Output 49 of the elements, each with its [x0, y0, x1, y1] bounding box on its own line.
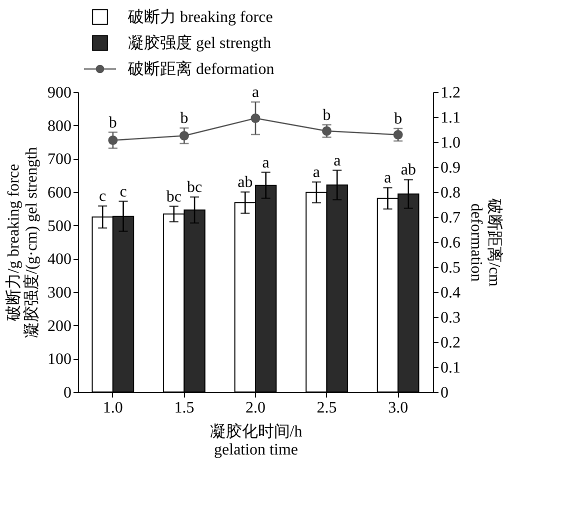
- x-tick-label: 1.5: [174, 400, 194, 416]
- data-label: a: [384, 170, 392, 187]
- data-label: c: [99, 188, 106, 205]
- y2-tick-label: 0.2: [440, 334, 460, 352]
- y-tick-label: 400: [48, 251, 72, 268]
- data-label: a: [252, 84, 260, 101]
- legend-label: 凝胶强度 gel strength: [128, 34, 272, 52]
- y-tick-label: 900: [48, 84, 72, 102]
- y-tick-label: 700: [48, 151, 72, 168]
- data-label: b: [180, 110, 188, 127]
- y-tick-label: 500: [48, 218, 72, 235]
- y2-tick-label: 0.7: [440, 210, 460, 226]
- y2-tick-label: 0.3: [440, 310, 460, 326]
- y-axis-title: 破断力/g breaking force 凝胶强度/(g·cm) gel strength: [4, 146, 40, 338]
- data-label: b: [108, 114, 117, 132]
- legend-label: 破断距离 deformation: [127, 60, 274, 78]
- y-tick-label: 800: [48, 118, 72, 135]
- data-label: a: [334, 152, 341, 170]
- data-label: c: [120, 183, 127, 200]
- data-label: b: [394, 110, 402, 128]
- x-axis-title: 凝胶化时间/h gelation time: [210, 422, 302, 458]
- y2-tick-label: 1.1: [440, 110, 460, 126]
- data-label: bc: [186, 179, 202, 196]
- data-label: a: [312, 164, 320, 181]
- legend-label: 破断力 breaking force: [127, 8, 273, 26]
- y2-tick-label: 1.0: [440, 134, 460, 152]
- y2-tick-label: 0.1: [440, 360, 460, 376]
- y-tick-label: 100: [48, 351, 72, 368]
- x-tick-label: 2.0: [246, 400, 266, 416]
- y-tick-label: 600: [48, 184, 72, 202]
- x-tick-label: 2.5: [316, 400, 337, 416]
- y2-tick-label: 0.9: [440, 160, 460, 176]
- data-label: b: [322, 106, 331, 124]
- data-label: bc: [166, 188, 182, 206]
- data-label: ab: [400, 162, 416, 179]
- y2-tick-label: 0: [440, 384, 448, 402]
- data-label: a: [262, 154, 270, 172]
- y2-tick-label: 0.8: [440, 184, 460, 202]
- y2-tick-label: 0.4: [440, 284, 460, 302]
- y-tick-label: 300: [48, 284, 72, 302]
- x-tick-label: 3.0: [388, 400, 408, 416]
- y-tick-label: 200: [48, 318, 72, 335]
- y2-tick-label: 0.5: [440, 260, 460, 276]
- y2-tick-label: 0.6: [440, 234, 460, 252]
- data-label: ab: [238, 174, 253, 191]
- y-tick-label: 0: [64, 384, 72, 402]
- x-tick-label: 1.0: [102, 400, 123, 416]
- y2-tick-label: 1.2: [440, 84, 460, 102]
- y2-axis-title: 破断距离/cm deformation: [468, 198, 504, 288]
